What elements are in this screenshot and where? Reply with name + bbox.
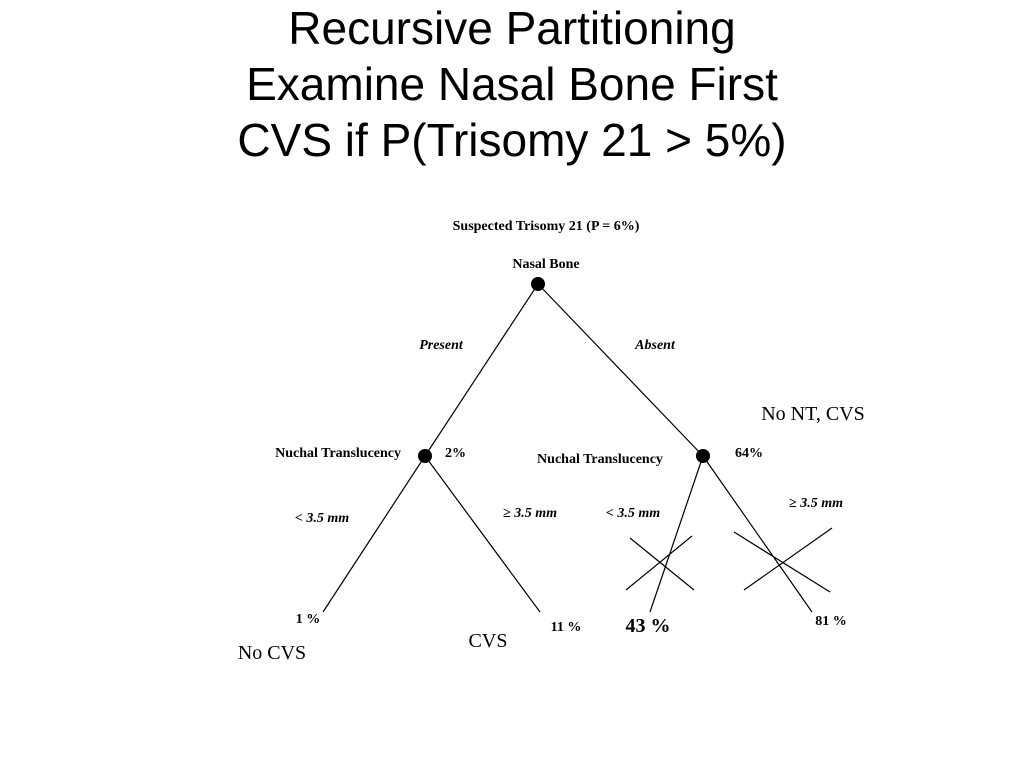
- root-node: [531, 277, 545, 291]
- edge-left-lt: [322, 455, 426, 613]
- right-node-label: Nuchal Translucency: [537, 452, 663, 467]
- title-line-2: Examine Nasal Bone First: [246, 58, 778, 110]
- right-node-prob: 64%: [735, 446, 763, 461]
- edge-root-absent: [537, 283, 704, 457]
- lt-label-left: < 3.5 mm: [295, 511, 349, 526]
- leaf-1-prob: 1 %: [296, 612, 321, 627]
- cross-mark-right-lt: [625, 535, 695, 591]
- lt-label-right: < 3.5 mm: [606, 506, 660, 521]
- leaf-2-prob: 11 %: [551, 620, 582, 635]
- root-label: Nasal Bone: [512, 257, 579, 272]
- decision-no-cvs: No CVS: [238, 642, 306, 664]
- ge-label-left: ≥ 3.5 mm: [503, 506, 557, 521]
- cross-mark-right-ge: [733, 527, 833, 593]
- title-line-1: Recursive Partitioning: [288, 2, 736, 54]
- right-node: [696, 449, 710, 463]
- edge-root-present: [424, 283, 539, 457]
- branch-absent-label: Absent: [634, 338, 676, 353]
- branch-present-label: Present: [419, 338, 464, 353]
- edge-right-ge: [702, 455, 813, 613]
- right-node-decision: No NT, CVS: [761, 403, 865, 425]
- slide-title: Recursive Partitioning Examine Nasal Bon…: [0, 0, 1024, 168]
- edge-left-ge: [424, 455, 541, 613]
- left-node: [418, 449, 432, 463]
- decision-cvs: CVS: [469, 630, 508, 652]
- title-line-3: CVS if P(Trisomy 21 > 5%): [237, 114, 787, 166]
- leaf-4-prob: 81 %: [815, 614, 847, 629]
- tree-header: Suspected Trisomy 21 (P = 6%): [453, 219, 640, 234]
- left-node-label: Nuchal Translucency: [275, 446, 401, 461]
- ge-label-right: ≥ 3.5 mm: [789, 496, 843, 511]
- edge-right-lt: [649, 455, 704, 613]
- left-node-prob: 2%: [445, 446, 466, 461]
- leaf-3-prob: 43 %: [626, 615, 671, 637]
